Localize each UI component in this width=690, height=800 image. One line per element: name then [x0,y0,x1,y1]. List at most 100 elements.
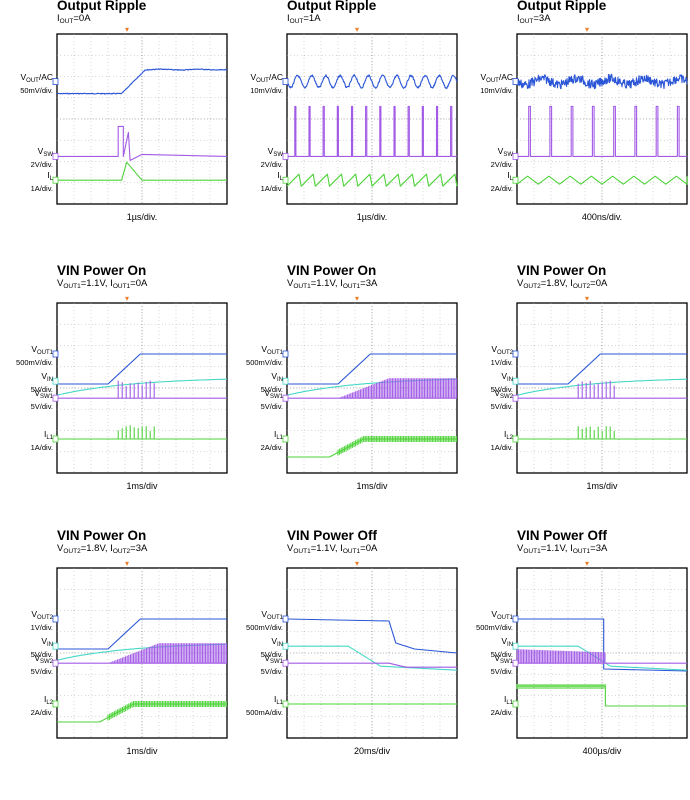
time-per-div-label: 1ms/div [356,481,388,491]
panel-title: Output Ripple [57,0,147,13]
scope-panel: Output Ripple IOUT=1A ▾ VOUT/AC 10mV/div. VSW… [230,0,460,260]
channel-marker [52,700,59,708]
channel-marker [282,700,289,708]
channel-marker [282,615,289,623]
channel-marker [52,377,59,385]
channel-trace [57,643,227,664]
channel-marker [52,153,59,160]
channel-label: VOUT1 500mV/div. [246,609,283,633]
panel-subtitle: VOUT2=1.8V, IOUT2=3A [57,543,148,555]
channel-marker [282,394,289,402]
trace-segment [56,378,228,396]
channel-trace [516,175,688,185]
panel-title: Output Ripple [517,0,607,13]
panel-subtitle: IOUT=1A [287,13,321,25]
channel-trace [517,380,687,399]
panel-title: VIN Power On [57,263,147,278]
panel-subtitle: VOUT1=1.1V, IOUT1=3A [517,543,608,555]
channel-label: IL2 1A/div. [490,429,513,453]
channel-trace [57,701,227,723]
channel-marker [282,350,289,358]
panel-title: VIN Power Off [517,528,608,543]
channel-label: IL 1A/div. [30,170,53,194]
channel-label: VSW1 5V/div. [260,653,283,677]
channel-marker [282,435,289,443]
trace-segment [286,173,458,187]
trace-segment [517,618,688,672]
trace-segment [286,618,458,654]
scope-panel: VIN Power On VOUT1=1.1V, IOUT1=3A ▾ VOUT1 50… [230,263,460,525]
panel-subtitle: VOUT1=1.1V, IOUT1=0A [57,278,148,290]
scope-grid [517,303,686,472]
trigger-marker: ▾ [585,25,589,34]
channel-label: IL1 2A/div. [490,694,513,718]
channel-marker [52,350,59,358]
channel-label: VSW 2V/div. [490,146,513,170]
channel-label: VOUT2 1V/div. [30,609,53,633]
time-per-div-label: 1µs/div. [356,212,388,222]
channel-marker [512,350,519,358]
channel-trace [56,68,228,95]
panel-title: Output Ripple [287,0,377,13]
channel-trace [516,684,687,707]
channel-marker [512,377,519,385]
trigger-marker: ▾ [355,294,359,303]
channel-trace [56,378,228,396]
channel-trace [57,353,227,385]
trace-segment [286,74,458,90]
channel-label: VIN 5V/div. [490,636,513,660]
trace-segment [287,105,457,157]
channel-marker [282,153,289,160]
channel-marker [52,659,59,667]
channel-label: VSW2 5V/div. [30,653,53,677]
channel-trace [286,173,458,187]
channel-trace [287,105,457,157]
channel-label: VSW1 5V/div. [490,653,513,677]
trigger-marker: ▾ [585,559,589,568]
channel-label: VIN 5V/div. [30,371,53,395]
channel-label: VOUT/AC 50mV/div. [20,71,53,95]
channel-trace [286,618,458,654]
channel-label: VIN 5V/div. [30,636,53,660]
channel-marker [52,435,59,443]
scope-panel: VIN Power On VOUT2=1.8V, IOUT2=0A ▾ VOUT2 1V… [460,263,690,525]
time-per-div-label: 1ms/div [126,481,158,491]
time-per-div-label: 1ms/div [586,481,618,491]
time-per-div-label: 1µs/div. [126,212,158,222]
channel-marker [52,642,59,650]
channel-marker [512,176,519,184]
scope-screen: ▾ [282,25,458,205]
scope-screen: ▾ [512,25,688,205]
channel-trace [57,125,228,161]
channel-marker [282,176,289,184]
channel-marker [282,642,289,650]
panel-subtitle: VOUT1=1.1V, IOUT1=0A [287,543,378,555]
panel-subtitle: IOUT=3A [517,13,551,25]
scope-panel: VIN Power On VOUT1=1.1V, IOUT1=0A ▾ VOUT1 50… [0,263,230,525]
channel-trace [57,618,227,650]
channel-marker [512,615,519,623]
trace-segment [57,353,227,385]
scope-screen: ▾ [282,559,458,739]
trigger-marker: ▾ [125,294,129,303]
channel-trace [517,618,688,672]
channel-marker [52,78,59,85]
scope-screen: ▾ [512,294,688,474]
trace-segment [517,353,687,385]
panel-subtitle: VOUT2=1.8V, IOUT2=0A [517,278,608,290]
channel-label: VOUT/AC 10mV/div. [250,71,283,95]
time-per-div-label: 400ns/div. [581,212,623,222]
channel-marker [282,78,289,85]
trace-segment [57,618,227,650]
channel-trace [286,74,458,90]
trigger-marker: ▾ [125,559,129,568]
channel-trace [517,353,687,385]
channel-marker [512,642,519,650]
channel-label: IL1 2A/div. [260,429,283,453]
scope-screen: ▾ [52,559,228,739]
scope-grid [517,34,686,203]
channel-label: IL1 500mA/div. [246,694,283,718]
channel-label: VOUT1 500mV/div. [476,609,513,633]
channel-marker [512,78,519,85]
panel-subtitle: VOUT1=1.1V, IOUT1=3A [287,278,378,290]
